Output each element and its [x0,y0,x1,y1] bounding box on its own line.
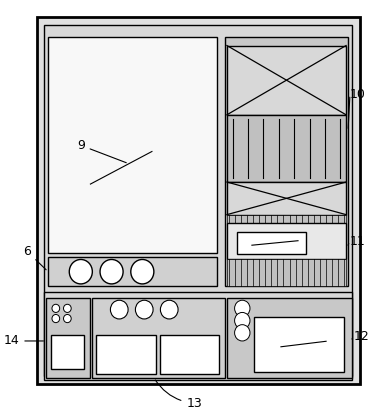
Text: 9: 9 [77,139,126,163]
Circle shape [235,313,250,329]
Bar [96,335,156,374]
Text: 14: 14 [4,335,43,347]
Circle shape [235,325,250,341]
Bar [227,298,352,377]
Circle shape [100,259,123,284]
Circle shape [110,300,128,319]
Circle shape [52,304,60,313]
Bar [227,45,346,115]
Circle shape [52,314,60,323]
Bar [92,298,225,377]
Circle shape [160,300,178,319]
Text: 13: 13 [155,380,202,410]
Bar [160,335,219,374]
Bar [227,223,346,259]
Bar [254,316,344,372]
Circle shape [63,304,71,313]
Bar [225,37,348,286]
Bar [51,335,84,370]
Circle shape [235,300,250,316]
Circle shape [69,259,92,284]
Bar [227,259,346,286]
Circle shape [135,300,153,319]
Bar [44,292,352,380]
Bar [227,215,346,223]
Bar [44,25,352,375]
Bar [227,182,346,215]
Circle shape [131,259,154,284]
Bar [237,232,306,254]
Bar [37,17,360,384]
Text: 10: 10 [350,88,366,101]
Bar [48,257,217,286]
Bar [227,115,346,182]
Text: 6: 6 [23,245,46,270]
Text: 12: 12 [354,330,369,343]
Bar [46,298,90,377]
Text: 11: 11 [350,235,366,248]
Circle shape [63,314,71,323]
Bar [48,37,217,253]
